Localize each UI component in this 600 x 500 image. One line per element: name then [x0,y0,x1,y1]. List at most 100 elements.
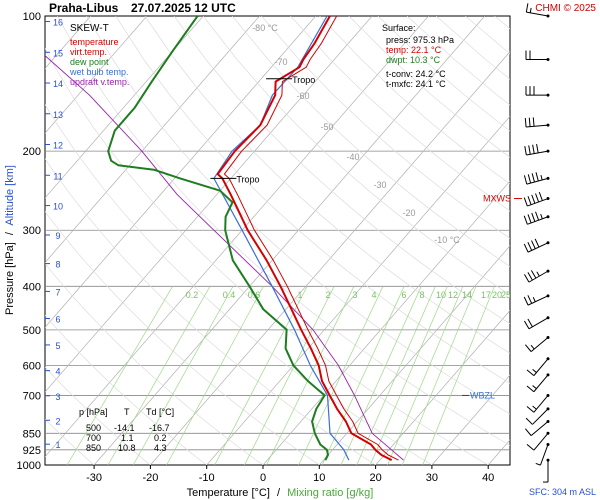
wind-barb-8 [523,238,550,253]
temperature-tick-20: 20 [369,472,381,484]
mixing-ratio-label: 0.2 [186,290,199,300]
wind-barbs [523,3,550,483]
table-row-850-t: 10.8 [118,443,136,453]
dry-adiabat [45,314,207,465]
wind-barb-flag [526,406,535,413]
wind-barb-dot [546,176,550,180]
wind-barb-flag [528,117,531,127]
altitude-tick-9: 9 [55,231,60,241]
legend-title: SKEW-T [70,23,109,34]
legend-item-temperature: temperature [70,37,119,47]
wind-barb-dot [546,294,550,298]
wind-barb-shaft [526,124,549,128]
x-axis-title: Temperature [°C] / Mixing ratio [g/kg] [187,487,374,499]
wind-barb-flag [524,428,532,436]
altitude-tick-16: 16 [53,18,63,28]
wind-barb-half [536,271,540,277]
wind-barb-shaft [532,408,549,425]
virtual-temperature-curve [223,16,399,461]
wind-barb-flag [532,117,535,127]
wind-barb-half [529,7,532,13]
table-row-500-p: 500 [86,423,101,433]
wind-barb-half [532,405,537,410]
mixing-ratio-label: 2 [325,290,330,300]
wind-barb-flag [523,197,528,207]
wind-barb-flag [530,270,537,279]
table-header-td: Td [°C] [146,407,174,417]
mixing-ratio-label: 4 [371,290,376,300]
pressure-tick-300: 300 [23,225,41,237]
isotherm-label: -60 [296,91,309,101]
wind-barb-dot [546,269,550,273]
wind-barb-half [532,297,536,302]
legend-item-dew-point: dew point [70,57,109,67]
table-row-850-td: 4.3 [154,443,167,453]
wind-barb-flag [523,175,528,185]
pressure-tick-700: 700 [23,390,41,402]
wind-barb-flag [525,417,533,425]
surface-tmxfc: t-mxfc: 24.1 °C [386,79,446,89]
wind-barb-dot [546,58,550,62]
dry-adiabat [202,16,510,296]
wind-barb-flag [527,196,532,205]
surface-temperature: temp: 22.1 °C [386,45,442,55]
isotherm-label: -20 [402,208,415,218]
legend: SKEW-T temperature virt.temp. dew point … [69,23,129,87]
dry-adiabat [45,366,151,465]
wind-barb-dot [546,14,550,18]
wind-barb-12 [524,335,550,353]
wind-barb-flag [523,296,529,306]
altitude-tick-4: 4 [55,367,60,377]
table-row-850-p: 850 [86,443,101,453]
wind-barb-flag [526,443,535,451]
wind-barb-shaft [526,177,549,185]
wind-barb-flag [524,344,532,352]
altitude-tick-2: 2 [55,416,60,426]
legend-item-virt-temp: virt.temp. [70,47,107,57]
isotherm--90 [45,16,148,134]
wetbulb-curve [213,16,350,461]
dry-adiabat [232,16,510,267]
wind-barb-dot [546,442,550,446]
mixing-ratio-label: 0.4 [223,290,236,300]
dry-adiabat [173,16,510,325]
wind-barb-19 [535,442,550,466]
x-axis-title-separator: / [277,487,281,499]
wind-barb-flag [531,173,535,183]
y-axis-title-altitude: Altitude [km] [4,165,16,226]
wind-barb-flag [527,214,532,224]
x-axis-title-temperature: Temperature [°C] [187,487,270,499]
table-header-t: T [124,407,130,417]
altitude-tick-8: 8 [55,260,60,270]
temperature-tick--30: -30 [86,472,102,484]
wind-barb-flag [531,212,536,222]
wind-barb-3 [524,117,550,128]
wind-barb-flag [531,240,536,249]
wind-barb-2 [525,86,550,97]
wind-barb-shaft [527,198,549,207]
isotherm-label: -80 °C [252,23,278,33]
table-row-500-t: -14.1 [114,423,135,433]
wind-barb-shaft [533,432,549,451]
wind-barb-half [532,385,537,390]
wind-barb-15 [526,393,550,413]
wind-barb-flag [524,274,530,283]
y-axis-title-pressure: Pressure [hPa] [4,242,16,315]
wind-barb-dot [546,335,550,339]
wind-barb-flag [527,174,532,184]
wind-barb-dot [546,373,550,377]
mixing-ratio-line [369,286,448,465]
mixing-ratio-label: 25 [501,290,511,300]
dry-adiabat [45,418,95,465]
legend-item-wet-bulb: wet bulb temp. [69,67,129,77]
wind-barb-dot [546,215,550,219]
wind-barb-flag [536,143,539,153]
sfc-altitude: SFC: 304 m ASL [529,487,596,497]
tropopause-label-0: Tropo [236,174,259,184]
mixing-ratio-label: 14 [462,290,472,300]
pressure-tick-200: 200 [23,146,41,158]
table-header-p: p [hPa] [79,407,108,417]
wind-barb-shaft [530,337,549,353]
grid-layer: 0.2 0.4 0.6 1 2 3 4 6 8 10 12 14 17 2025-80 °C-70-60-… [45,16,511,465]
